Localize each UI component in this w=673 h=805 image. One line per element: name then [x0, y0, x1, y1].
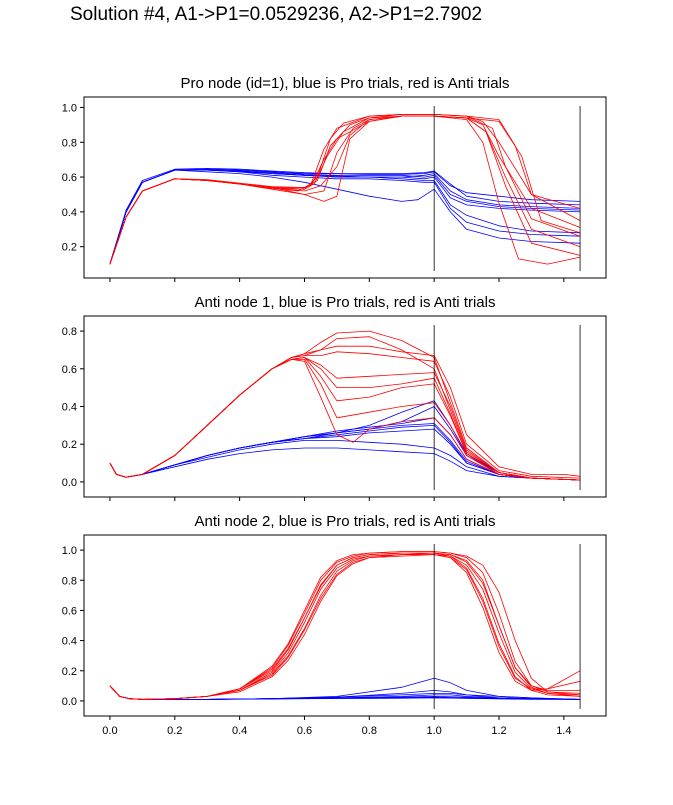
y-tick-label: 1.0	[62, 102, 77, 114]
anti-trial-line	[109, 357, 581, 481]
anti-trial-line	[109, 551, 581, 700]
panel-title: Anti node 1, blue is Pro trials, red is …	[195, 294, 496, 311]
y-tick-label: 0.4	[62, 402, 77, 414]
panel-title: Pro node (id=1), blue is Pro trials, red…	[181, 75, 510, 92]
y-tick-label: 0.8	[62, 575, 77, 587]
anti-trial-line	[109, 552, 581, 700]
pro-trial-line	[109, 168, 581, 265]
x-tick-label: 1.2	[491, 725, 506, 737]
x-tick-label: 1.4	[556, 725, 571, 737]
panel-pro-node: Pro node (id=1), blue is Pro trials, red…	[62, 75, 607, 282]
x-tick-label: 0.0	[102, 725, 117, 737]
pro-trial-line	[109, 423, 581, 481]
pro-trial-line	[109, 169, 581, 265]
anti-trial-line	[109, 351, 581, 479]
axes-frame	[83, 534, 607, 717]
y-tick-label: 0.2	[62, 242, 77, 254]
anti-trial-line	[109, 551, 581, 700]
pro-trial-line	[109, 169, 581, 265]
anti-trial-line	[109, 554, 581, 700]
y-tick-label: 0.8	[62, 137, 77, 149]
panel-anti-node-2: Anti node 2, blue is Pro trials, red is …	[62, 513, 607, 737]
x-tick-label: 1.0	[427, 725, 442, 737]
anti-trial-line	[109, 336, 581, 481]
pro-trial-line	[109, 169, 581, 265]
y-tick-label: 0.4	[62, 207, 77, 219]
pro-trial-line	[109, 168, 581, 265]
anti-trial-line	[109, 357, 581, 481]
pro-trial-line	[109, 168, 581, 265]
y-tick-label: 0.8	[62, 326, 77, 338]
pro-trial-line	[109, 400, 581, 481]
x-tick-label: 0.2	[167, 725, 182, 737]
y-tick-label: 0.0	[62, 477, 77, 489]
y-tick-label: 0.4	[62, 636, 77, 648]
y-tick-label: 0.0	[62, 696, 77, 708]
anti-trial-line	[109, 345, 581, 478]
anti-trial-line	[109, 554, 581, 700]
pro-trial-line	[109, 417, 581, 481]
anti-trial-line	[109, 114, 581, 265]
pro-trial-line	[109, 677, 581, 700]
y-tick-label: 0.6	[62, 172, 77, 184]
y-tick-label: 0.6	[62, 364, 77, 376]
pro-trial-line	[109, 169, 581, 265]
anti-trial-line	[109, 552, 581, 700]
anti-trial-line	[109, 115, 581, 265]
y-tick-label: 1.0	[62, 545, 77, 557]
anti-trial-line	[109, 552, 581, 700]
y-tick-label: 0.2	[62, 666, 77, 678]
figure-title: Solution #4, A1->P1=0.0529236, A2->P1=2.…	[70, 4, 483, 25]
pro-trial-line	[109, 425, 581, 481]
anti-trial-line	[109, 554, 581, 700]
y-tick-label: 0.6	[62, 605, 77, 617]
anti-trial-line	[109, 357, 581, 481]
anti-trial-line	[109, 330, 581, 481]
x-tick-label: 0.6	[297, 725, 312, 737]
x-tick-label: 0.4	[232, 725, 247, 737]
axes-frame	[83, 96, 607, 279]
pro-trial-line	[109, 685, 581, 700]
panel-title: Anti node 2, blue is Pro trials, red is …	[195, 513, 496, 530]
y-tick-label: 0.2	[62, 439, 77, 451]
x-tick-label: 0.8	[362, 725, 377, 737]
pro-trial-line	[109, 169, 581, 265]
panel-anti-node-1: Anti node 1, blue is Pro trials, red is …	[62, 294, 607, 501]
